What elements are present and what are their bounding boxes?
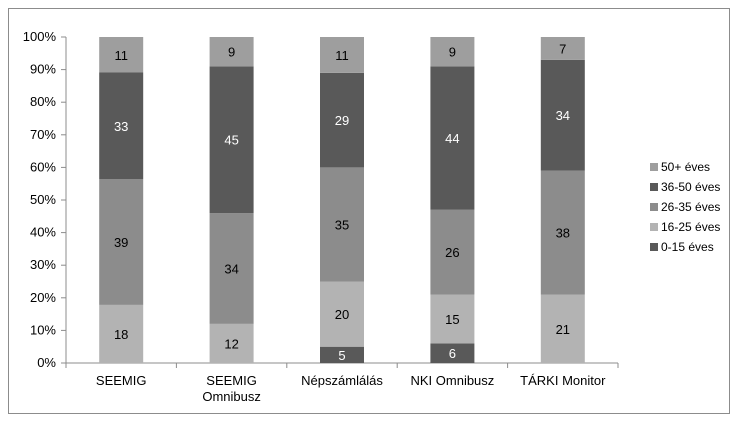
bar-segment	[430, 294, 475, 344]
y-tick-label: 80%	[30, 94, 56, 109]
bar-segment	[540, 59, 585, 171]
bar-segment	[320, 281, 364, 347]
legend-swatch	[650, 183, 658, 191]
bar-segment	[430, 37, 475, 67]
bar-segment	[209, 323, 254, 363]
y-tick-label: 0%	[37, 355, 56, 370]
data-label: 39	[114, 235, 128, 250]
bar-segment	[540, 37, 585, 60]
bar-segment	[99, 304, 144, 363]
data-label: 18	[114, 327, 128, 342]
y-tick-label: 70%	[30, 127, 56, 142]
bar-segment	[320, 167, 364, 282]
bar-segment	[209, 213, 254, 324]
bar-segment	[430, 66, 475, 210]
bar-segment	[320, 72, 364, 168]
data-label: 35	[335, 217, 349, 232]
data-label: 5	[338, 348, 345, 363]
bar-segment	[320, 346, 364, 363]
bar-segment	[320, 37, 364, 73]
data-label: 21	[556, 322, 570, 337]
bar-segment	[209, 66, 254, 214]
bar-segment	[99, 37, 144, 73]
data-label: 33	[114, 119, 128, 134]
x-category-label: Omnibusz	[202, 389, 261, 404]
legend-swatch	[650, 203, 658, 211]
data-label: 44	[445, 131, 459, 146]
x-category-label: NKI Omnibusz	[410, 373, 494, 388]
y-tick-label: 90%	[30, 62, 56, 77]
data-label: 15	[445, 312, 459, 327]
data-label: 9	[228, 45, 235, 60]
data-label: 26	[445, 245, 459, 260]
bar-segment	[540, 294, 585, 363]
x-category-label: SEEMIG	[206, 373, 257, 388]
bar-segment	[209, 37, 254, 67]
legend-swatch	[650, 243, 658, 251]
bar-segment	[99, 72, 144, 180]
legend-label: 50+ éves	[661, 160, 710, 174]
legend-label: 36-50 éves	[661, 180, 720, 194]
x-category-label: TÁRKI Monitor	[520, 373, 606, 388]
legend-swatch	[650, 163, 658, 171]
chart-frame	[8, 8, 730, 414]
bar-segment	[540, 170, 585, 295]
data-label: 34	[556, 108, 570, 123]
bar-segment	[99, 179, 144, 305]
y-tick-label: 50%	[30, 192, 56, 207]
data-label: 34	[224, 261, 238, 276]
legend-label: 0-15 éves	[661, 240, 714, 254]
data-label: 38	[556, 226, 570, 241]
y-tick-label: 100%	[23, 29, 57, 44]
data-label: 12	[224, 336, 238, 351]
data-label: 11	[335, 48, 349, 63]
data-label: 45	[224, 133, 238, 148]
y-tick-label: 40%	[30, 225, 56, 240]
data-label: 11	[114, 48, 128, 63]
bar-segment	[430, 343, 475, 363]
y-tick-label: 60%	[30, 159, 56, 174]
bar-segment	[430, 209, 475, 295]
y-tick-label: 20%	[30, 290, 56, 305]
data-label: 20	[335, 307, 349, 322]
y-tick-label: 10%	[30, 322, 56, 337]
data-label: 7	[559, 41, 566, 56]
y-tick-label: 30%	[30, 257, 56, 272]
data-label: 9	[449, 45, 456, 60]
data-label: 6	[449, 346, 456, 361]
legend-label: 16-25 éves	[661, 220, 720, 234]
x-category-label: Népszámlálás	[301, 373, 383, 388]
legend-label: 26-35 éves	[661, 200, 720, 214]
x-category-label: SEEMIG	[96, 373, 147, 388]
legend-swatch	[650, 223, 658, 231]
data-label: 29	[335, 113, 349, 128]
